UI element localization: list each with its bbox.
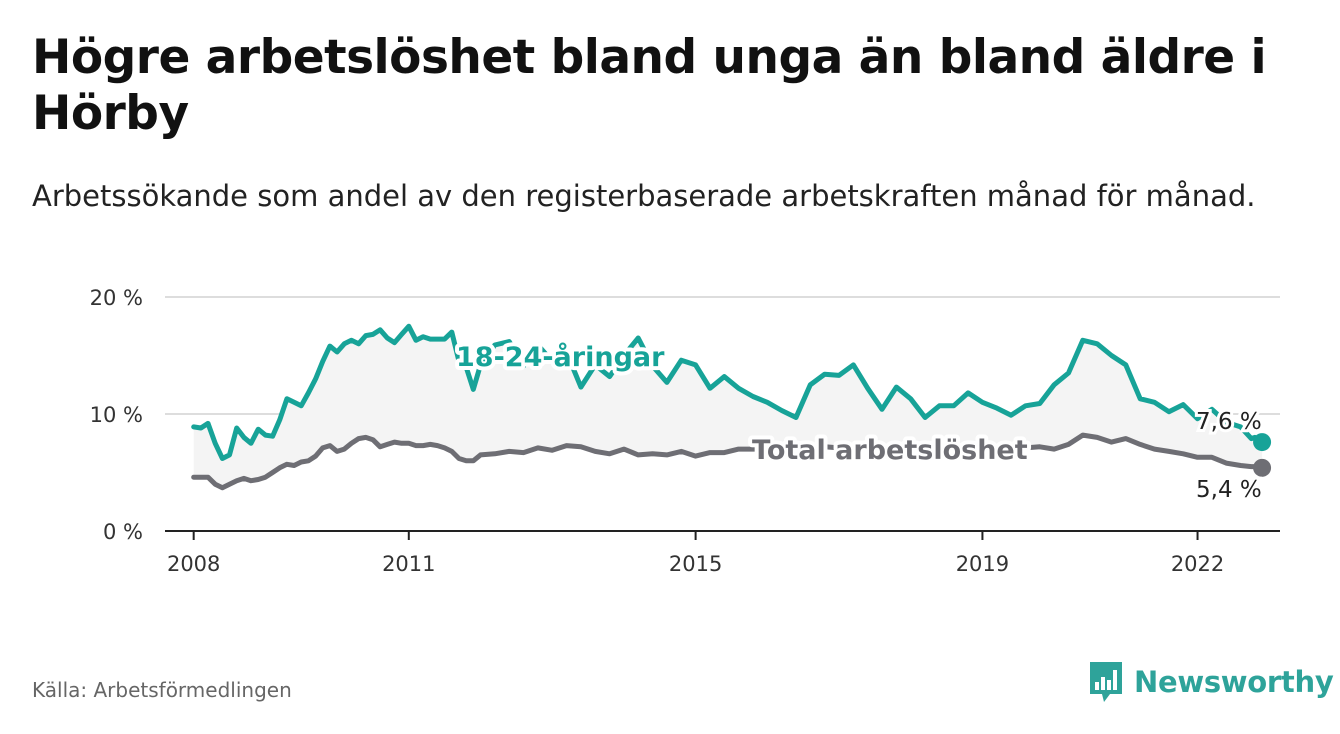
end-label-youth: 7,6 %	[1196, 409, 1262, 435]
x-tick-label: 2008	[167, 552, 220, 576]
end-point-total	[1253, 458, 1272, 477]
end-point-youth	[1253, 433, 1272, 452]
end-label-total: 5,4 %	[1196, 477, 1262, 503]
series-line-youth	[191, 323, 1265, 461]
newsworthy-logo-icon	[1090, 662, 1122, 702]
x-tick-label: 2022	[1171, 552, 1224, 576]
x-tick-label: 2019	[956, 552, 1009, 576]
x-tick-label: 2015	[669, 552, 722, 576]
y-tick-label: 10 %	[90, 403, 143, 427]
brand-name: Newsworthy	[1134, 665, 1334, 699]
brand: Newsworthy	[1088, 660, 1334, 704]
chart-subtitle: Arbetssökande som andel av den registerb…	[32, 179, 1256, 213]
axis-layer: 0 % 10 % 20 % 2008 2011 2015 2019 2022	[90, 286, 1280, 576]
source-note: Källa: Arbetsförmedlingen	[32, 678, 292, 702]
series-label-youth: 18-24-åringar	[456, 341, 665, 373]
chart-title: Högre arbetslöshet bland unga än bland ä…	[32, 30, 1267, 141]
y-tick-label: 0 %	[103, 520, 143, 544]
series-line-total	[191, 432, 1265, 491]
y-tick-label: 20 %	[90, 286, 143, 310]
series-label-total: Total arbetslöshet	[752, 435, 1028, 466]
x-tick-label: 2011	[382, 552, 435, 576]
